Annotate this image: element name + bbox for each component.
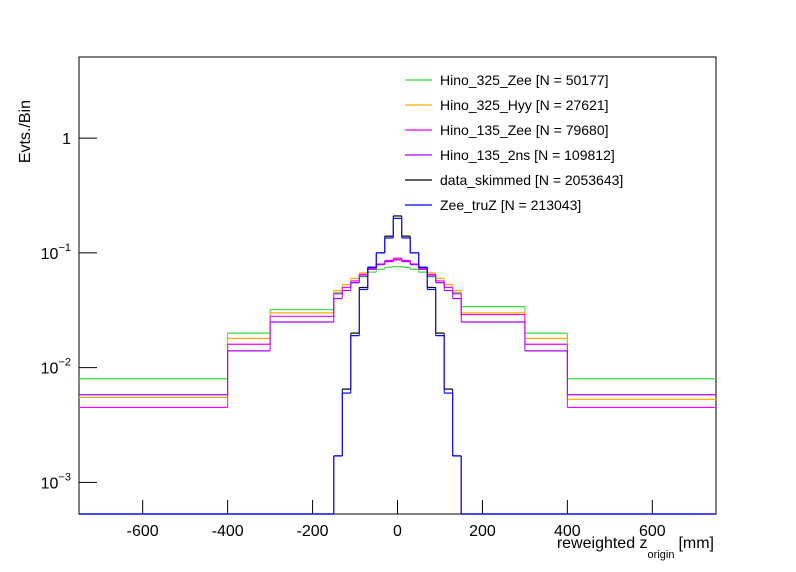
y-tick-base: 10 [41,246,59,263]
y-axis-label: Evts./Bin [17,100,34,163]
legend-entry: data_skimmed [N = 2053643] [440,172,623,188]
legend-entry: Hino_325_Zee [N = 50177] [440,72,609,88]
y-tick-base: 10 [41,361,59,378]
y-tick-exponent: −1 [58,242,71,254]
x-label-sub: origin [648,549,675,561]
x-tick-label: 0 [393,523,402,540]
x-label-main: reweighted z [557,535,648,552]
y-tick-label: 1 [62,131,71,148]
x-label-unit: [mm] [678,535,714,552]
y-tick-exponent: −3 [58,471,71,483]
y-tick-label: 10−2 [41,357,71,378]
x-tick-label: -200 [297,523,329,540]
legend-entry: Zee_truZ [N = 213043] [440,197,581,213]
y-tick-exponent: −2 [58,357,71,369]
legend-entry: Hino_135_2ns [N = 109812] [440,147,615,163]
x-axis-label: reweighted zorigin[mm] [557,535,714,561]
x-tick-label: 400 [554,523,581,540]
y-tick-label: 10−3 [41,471,71,492]
y-tick-label: 10−1 [41,242,71,263]
legend-entry: Hino_135_Zee [N = 79680] [440,122,609,138]
x-tick-label: 600 [639,523,666,540]
x-tick-label: -600 [127,523,159,540]
y-tick-base: 10 [41,475,59,492]
x-tick-label: 200 [469,523,496,540]
legend-entry: Hino_325_Hyy [N = 27621] [440,97,609,113]
x-tick-label: -400 [212,523,244,540]
